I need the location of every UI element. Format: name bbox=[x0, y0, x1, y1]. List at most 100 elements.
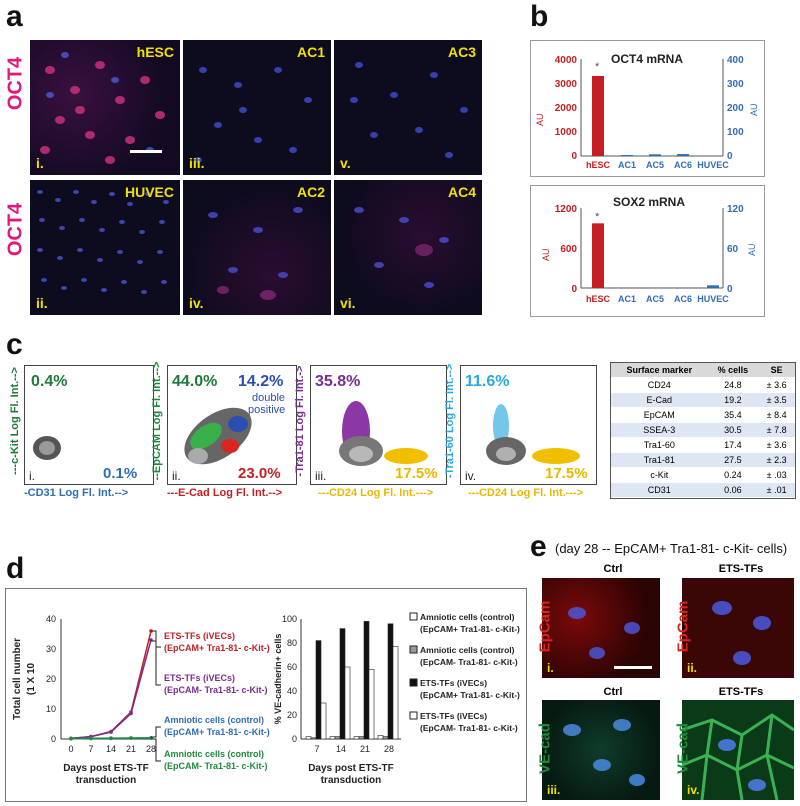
oct4-bar-ac6 bbox=[677, 154, 689, 156]
micro-num-vi: vi. bbox=[340, 295, 356, 311]
vecad-bar bbox=[334, 736, 341, 740]
panel-label-e: e bbox=[530, 530, 547, 563]
panel-e-row-vecad-1: VE-cad bbox=[536, 723, 554, 774]
flow-plot-epcam-ecad: 44.0% 14.2% double positive 23.0% ii. bbox=[167, 365, 297, 485]
micrograph-huvec: HUVEC ii. bbox=[30, 180, 180, 315]
line-xlabel1: Days post ETS-TF bbox=[63, 763, 149, 774]
line-xtick-28: 28 bbox=[146, 744, 156, 754]
line-point bbox=[129, 736, 133, 740]
cell: E-Cad bbox=[611, 392, 708, 408]
micrograph-ac3: AC3 v. bbox=[334, 40, 482, 175]
line-label-ets-epcam-neg-1: ETS-TFs (iVECs) bbox=[164, 673, 235, 683]
flow-iii-br: 17.5% bbox=[395, 465, 438, 482]
vecad-bar bbox=[305, 736, 312, 740]
sox2-bar-huvec bbox=[707, 285, 719, 288]
flow-i-ylabel: ---c-Kit Log Fl. Int.--> bbox=[9, 367, 21, 475]
vecad-bar bbox=[310, 737, 317, 740]
sox2-star: * bbox=[595, 211, 600, 223]
fluor-num-i: i. bbox=[547, 661, 554, 675]
flow-iv-xlabel: ---CD24 Log Fl. Int.---> bbox=[468, 487, 584, 499]
cell: ± 3.6 bbox=[758, 377, 795, 393]
bar-ytick-20: 20 bbox=[287, 710, 297, 720]
bar-legend-0-l1: Amniotic cells (control) bbox=[420, 612, 515, 622]
flow-ii-note2: positive bbox=[248, 404, 285, 416]
table-row: SSEA-3 30.5 ± 7.8 bbox=[611, 422, 795, 438]
micro-tag-ac4: AC4 bbox=[447, 184, 476, 200]
bar-xlabel1: Days post ETS-TF bbox=[308, 763, 394, 774]
table-row: Tra1-81 27.5 ± 2.3 bbox=[611, 452, 795, 468]
cell: 17.4 bbox=[707, 437, 759, 453]
flow-iii-tl: 35.8% bbox=[315, 373, 360, 390]
line-label-amnio-neg-2: (EpCAM- Tra1-81- c-Kit-) bbox=[164, 761, 268, 771]
micrograph-ac1: AC1 iii. bbox=[183, 40, 331, 175]
panel-label-b: b bbox=[530, 0, 549, 33]
sox2-xtick-huvec: HUVEC bbox=[697, 294, 729, 304]
cell: ± 2.3 bbox=[758, 452, 795, 468]
flow-ii-note1: double bbox=[252, 392, 285, 404]
panel-e-row-vecad-2: VE-cad bbox=[674, 723, 692, 774]
vecad-bar bbox=[392, 646, 399, 740]
flow-i-br: 0.1% bbox=[103, 465, 137, 482]
micro-tag-ac1: AC1 bbox=[296, 44, 325, 60]
cell: 35.4 bbox=[707, 407, 759, 423]
panel-d-frame: Total cell number (1 X 10 40 30 20 10 0 … bbox=[5, 588, 527, 802]
line-xlabel2: transduction bbox=[76, 775, 137, 786]
sox2-ytick-1: 600 bbox=[560, 244, 577, 255]
th-percent: % cells bbox=[707, 363, 759, 378]
sox2-right-unit: AU bbox=[747, 243, 757, 256]
bar-xtick-14: 14 bbox=[336, 744, 346, 754]
line-label-ets-epcam-pos-2: (EpCAM+ Tra1-81- c-Kit-) bbox=[164, 643, 270, 653]
nuclei-ac4 bbox=[354, 207, 449, 288]
panel-label-c: c bbox=[6, 328, 23, 361]
oct4-y2tick-2: 200 bbox=[727, 103, 744, 114]
bar-xtick-21: 21 bbox=[360, 744, 370, 754]
line-xtick-7: 7 bbox=[88, 744, 93, 754]
micrograph-ac4: AC4 vi. bbox=[334, 180, 482, 315]
oct4-ytick-1: 3000 bbox=[555, 79, 578, 90]
flow-iii-xlabel: ---CD24 Log Fl. Int.---> bbox=[318, 487, 434, 499]
legend-swatch-ets-neg bbox=[409, 711, 418, 720]
oct4-y2tick-1: 300 bbox=[727, 79, 744, 90]
micro-tag-ac2: AC2 bbox=[296, 184, 325, 200]
nuclei-huvec bbox=[37, 190, 169, 294]
panel-e-col-ets-1: ETS-TFs bbox=[718, 563, 764, 575]
cell: ± 3.6 bbox=[758, 437, 795, 453]
bar-ytick-0: 0 bbox=[292, 734, 297, 744]
flow-plot-ckit-cd31: 0.4% 0.1% i. bbox=[24, 365, 154, 485]
oct4-row-label-1: OCT4 bbox=[4, 56, 27, 111]
oct4-xtick-ac6: AC6 bbox=[674, 160, 692, 170]
nuclei-ac1 bbox=[194, 67, 312, 163]
oct4-y2tick-4: 0 bbox=[727, 151, 733, 162]
vecad-bar bbox=[368, 669, 375, 740]
bar-series-group bbox=[305, 621, 399, 740]
surface-marker-table: Surface marker % cells SE CD24 24.8 ± 3.6 … bbox=[610, 362, 796, 499]
oct4-bar-ac1 bbox=[621, 155, 633, 156]
vecad-bar bbox=[320, 702, 327, 740]
oct4-xtick-huvec: HUVEC bbox=[697, 160, 729, 170]
micro-num-i: i. bbox=[36, 155, 44, 171]
cell: ± .03 bbox=[758, 467, 795, 483]
legend-swatch-amnio-pos bbox=[409, 612, 418, 621]
flow-iv-ylabel: -Tra1-60 Log Fl. Int.--> bbox=[444, 363, 456, 479]
micro-num-iv: iv. bbox=[189, 295, 204, 311]
line-series-group bbox=[69, 629, 153, 741]
cell: CD24 bbox=[611, 377, 708, 393]
line-xtick-0: 0 bbox=[68, 744, 73, 754]
flow-ii-br: 23.0% bbox=[238, 465, 281, 482]
oct4-svg: OCT4 mRNA 4000 3000 2000 1000 0 400 300 … bbox=[535, 52, 759, 170]
fluor-num-ii: ii. bbox=[687, 661, 698, 675]
micrograph-hesc: hESC i. bbox=[30, 40, 180, 175]
flow-plot-i-svg: 0.4% 0.1% i. bbox=[29, 373, 137, 483]
bar-legend-0-l2: (EpCAM+ Tra1-81- c-Kit-) bbox=[420, 624, 520, 634]
bar-ytick-80: 80 bbox=[287, 638, 297, 648]
line-ytick-10: 10 bbox=[46, 704, 56, 714]
cell: CD31 bbox=[611, 482, 708, 498]
oct4-ytick-0: 4000 bbox=[555, 55, 578, 66]
flow-ii-tl: 44.0% bbox=[172, 373, 217, 390]
flow-ii-tr: 14.2% bbox=[238, 373, 283, 390]
bar-legend-2-l1: ETS-TFs (iVECs) bbox=[420, 678, 487, 688]
panel-label-a: a bbox=[6, 0, 23, 33]
cell: ± 3.5 bbox=[758, 392, 795, 408]
panel-e-row-epcam-1: EpCam bbox=[536, 600, 554, 653]
line-xtick-14: 14 bbox=[106, 744, 116, 754]
